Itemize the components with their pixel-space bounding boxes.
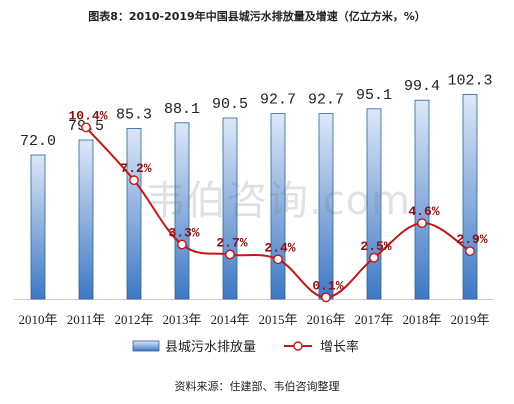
source-note: 资料来源：住建部、韦伯咨询整理 bbox=[174, 380, 340, 393]
rate-label-2016年: 0.1% bbox=[312, 278, 343, 293]
x-tick-2012年: 2012年 bbox=[114, 312, 153, 327]
bar-label-2013年: 88.1 bbox=[164, 101, 200, 118]
legend-line-label: 增长率 bbox=[320, 339, 359, 355]
x-tick-2011年: 2011年 bbox=[67, 312, 106, 327]
bar-label-2015年: 92.7 bbox=[260, 92, 296, 109]
rate-point-2015年 bbox=[273, 254, 283, 265]
rate-point-2016年 bbox=[321, 292, 331, 303]
bar-2015年 bbox=[270, 113, 286, 300]
rate-label-2019年: 2.9% bbox=[456, 232, 487, 247]
rate-point-2011年 bbox=[81, 122, 91, 133]
rate-point-2014年 bbox=[225, 249, 235, 260]
rate-point-2012年 bbox=[129, 175, 139, 186]
bar-label-2019年: 102.3 bbox=[447, 72, 492, 89]
bar-label-2016年: 92.7 bbox=[308, 92, 344, 109]
x-tick-2015年: 2015年 bbox=[258, 312, 297, 327]
bar-2017年 bbox=[366, 108, 382, 300]
x-tick-2018年: 2018年 bbox=[402, 312, 441, 327]
rate-label-2012年: 7.2% bbox=[120, 161, 151, 176]
watermark: 韦伯咨询.com bbox=[145, 178, 412, 224]
rate-label-2013年: 3.3% bbox=[168, 226, 199, 241]
bar-2010年 bbox=[30, 154, 46, 300]
rate-label-2015年: 2.4% bbox=[264, 240, 295, 255]
bar-label-2010年: 72.0 bbox=[20, 133, 56, 150]
x-tick-2017年: 2017年 bbox=[354, 312, 393, 327]
x-tick-2010年: 2010年 bbox=[18, 312, 57, 327]
legend-bar-label: 县城污水排放量 bbox=[165, 340, 256, 355]
rate-point-2019年 bbox=[465, 246, 475, 257]
x-tick-2019年: 2019年 bbox=[450, 312, 489, 327]
rate-label-2011年: 10.4% bbox=[68, 108, 107, 123]
bar-label-2018年: 99.4 bbox=[404, 78, 440, 95]
rate-label-2018年: 4.6% bbox=[408, 204, 439, 219]
rate-point-2017年 bbox=[369, 252, 379, 263]
bar-2019年 bbox=[462, 94, 478, 300]
x-tick-labels: 2010年 2011年 2012年 2013年 2014年 2015年 2016年 2017年… bbox=[18, 312, 489, 327]
bar-2012年 bbox=[126, 127, 142, 300]
x-tick-2014年: 2014年 bbox=[210, 312, 249, 327]
chart-title: 图表8：2010-2019年中国县城污水排放量及增速（亿立方米，%） bbox=[88, 10, 426, 23]
x-tick-2013年: 2013年 bbox=[162, 312, 201, 327]
bar-value-labels: 72.079.585.388.190.592.792.795.199.4102.… bbox=[20, 72, 493, 150]
legend-line-marker bbox=[293, 341, 303, 351]
rate-point-2013年 bbox=[177, 239, 187, 250]
bar-2018年 bbox=[414, 99, 430, 300]
bar-2013年 bbox=[174, 122, 190, 300]
rate-point-2018年 bbox=[417, 218, 427, 229]
rate-series bbox=[81, 122, 475, 303]
bar-series bbox=[30, 94, 478, 300]
legend: 县城污水排放量 增长率 bbox=[132, 339, 359, 355]
rate-label-2017年: 2.5% bbox=[360, 239, 391, 254]
legend-bar-swatch bbox=[132, 340, 160, 352]
rate-value-labels: 10.4% 7.2% 3.3% 2.7% 2.4% 0.1% 2.5% 4.6% 2.9% bbox=[68, 108, 487, 293]
bar-label-2014年: 90.5 bbox=[212, 96, 248, 113]
bar-label-2012年: 85.3 bbox=[116, 106, 152, 123]
x-tick-2016年: 2016年 bbox=[306, 312, 345, 327]
rate-label-2014年: 2.7% bbox=[216, 235, 247, 250]
bar-2011年 bbox=[78, 139, 94, 300]
bar-label-2017年: 95.1 bbox=[356, 87, 392, 104]
